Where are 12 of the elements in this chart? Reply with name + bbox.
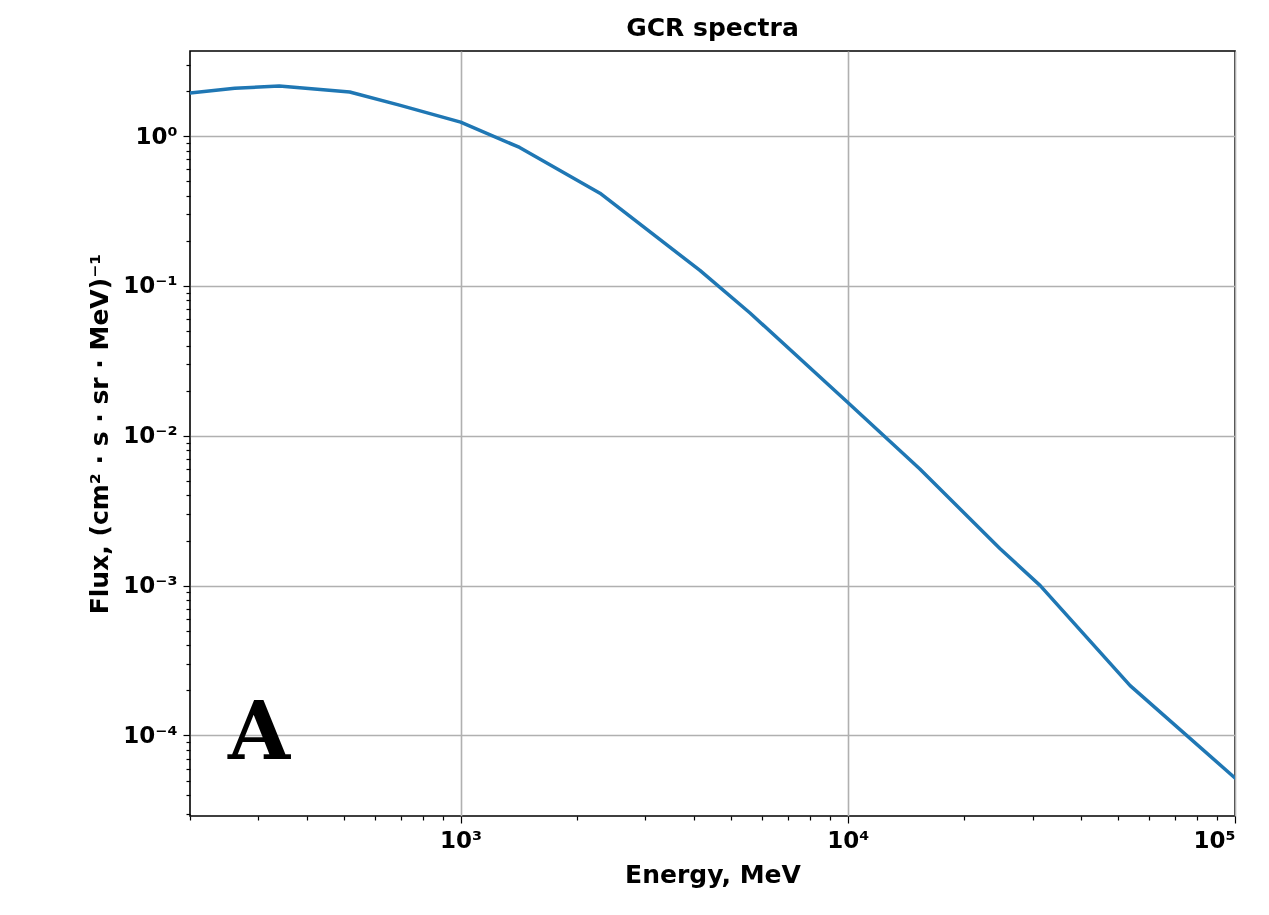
x-axis-title: Energy, MeV bbox=[625, 859, 802, 889]
annotation: A bbox=[227, 684, 291, 778]
y-tick-label: 10⁻² bbox=[123, 422, 178, 449]
y-tick-label: 10⁻³ bbox=[123, 572, 178, 599]
x-tick-label: 10³ bbox=[440, 826, 483, 853]
y-tick-label: 10⁰ bbox=[135, 122, 178, 149]
y-tick-label: 10⁻⁴ bbox=[123, 721, 178, 748]
x-tick-label: 10⁴ bbox=[827, 826, 870, 853]
x-tick-label: 10⁵ bbox=[1193, 826, 1236, 853]
chart-title: GCR spectra bbox=[626, 13, 799, 42]
y-tick-label: 10⁻¹ bbox=[123, 272, 178, 299]
y-axis-title: Flux, (cm² · s · sr · MeV)⁻¹ bbox=[85, 253, 115, 615]
